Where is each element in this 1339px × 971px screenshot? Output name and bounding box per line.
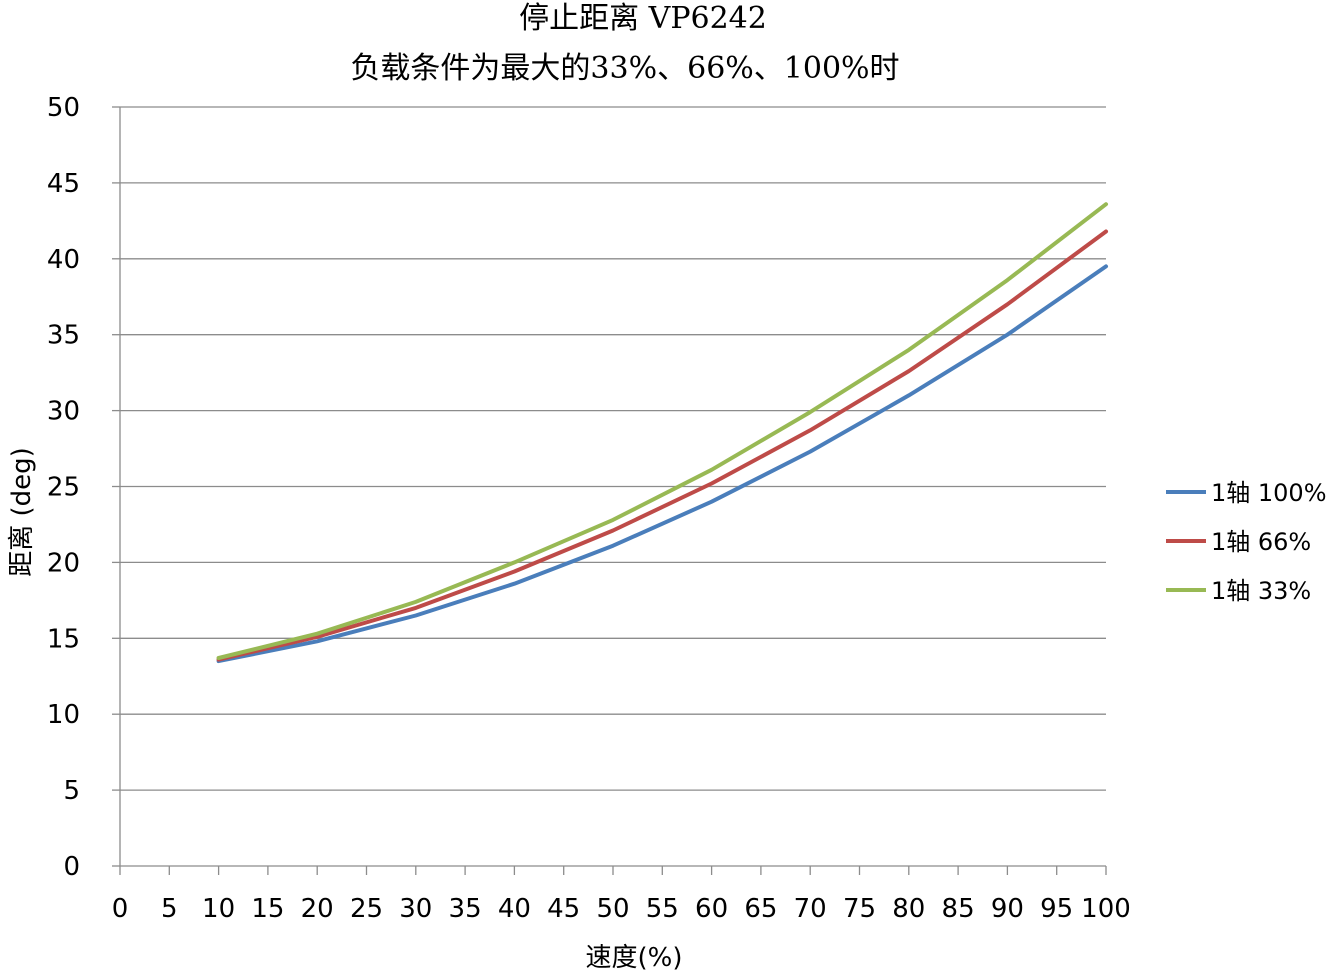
y-tick-label: 30: [47, 397, 80, 427]
x-tick-label: 100: [1081, 894, 1131, 924]
x-tick-label: 50: [596, 894, 629, 924]
x-axis-label: 速度(%): [586, 943, 683, 971]
x-tick-label: 95: [1040, 894, 1073, 924]
x-tick-label: 25: [350, 894, 383, 924]
legend-label-1: 1轴 100%: [1211, 479, 1327, 507]
legend-label-2: 1轴 66%: [1211, 528, 1311, 556]
y-tick-label: 40: [47, 245, 80, 275]
legend-label-3: 1轴 33%: [1211, 577, 1311, 605]
x-tick-label: 55: [646, 894, 679, 924]
x-tick-label: 90: [991, 894, 1024, 924]
x-tick-label: 30: [399, 894, 432, 924]
y-tick-label: 25: [47, 473, 80, 503]
x-tick-label: 60: [695, 894, 728, 924]
series-lines: [216, 202, 1108, 664]
x-tick-label: 0: [112, 894, 129, 924]
series-line-3: [216, 202, 1108, 660]
x-tick-label: 85: [942, 894, 975, 924]
y-tick-label: 15: [47, 624, 80, 654]
y-tick-label: 0: [63, 852, 80, 882]
x-tick-label: 15: [251, 894, 284, 924]
legend: 1轴 100% 1轴 66% 1轴 33%: [1166, 479, 1327, 605]
axes: 0 5 10 15 20 25 30 35 40 45 50 0 5 10 15 20 25 30 35 40 45 50…: [47, 93, 1131, 924]
y-tick-label: 50: [47, 93, 80, 123]
x-tick-label: 70: [794, 894, 827, 924]
series-line-2: [216, 229, 1108, 662]
y-tick-label: 5: [63, 776, 80, 806]
x-tick-label: 65: [744, 894, 777, 924]
x-tick-label: 40: [498, 894, 531, 924]
x-tick-label: 75: [843, 894, 876, 924]
gridlines: [120, 106, 1106, 791]
x-tick-label: 35: [449, 894, 482, 924]
y-tick-label: 35: [47, 321, 80, 351]
x-tick-label: 45: [547, 894, 580, 924]
y-tick-label: 20: [47, 548, 80, 578]
x-tick-label: 5: [161, 894, 178, 924]
y-tick-label: 45: [47, 169, 80, 199]
x-tick-label: 80: [892, 894, 925, 924]
x-tick-label: 20: [301, 894, 334, 924]
x-tick-label: 10: [202, 894, 235, 924]
chart-title: 停止距离 VP6242: [519, 1, 767, 36]
y-axis-label: 距离 (deg): [7, 447, 37, 577]
y-tick-label: 10: [47, 700, 80, 730]
chart-subtitle: 负载条件为最大的33%、66%、100%时: [350, 51, 899, 86]
series-line-1: [216, 264, 1108, 664]
